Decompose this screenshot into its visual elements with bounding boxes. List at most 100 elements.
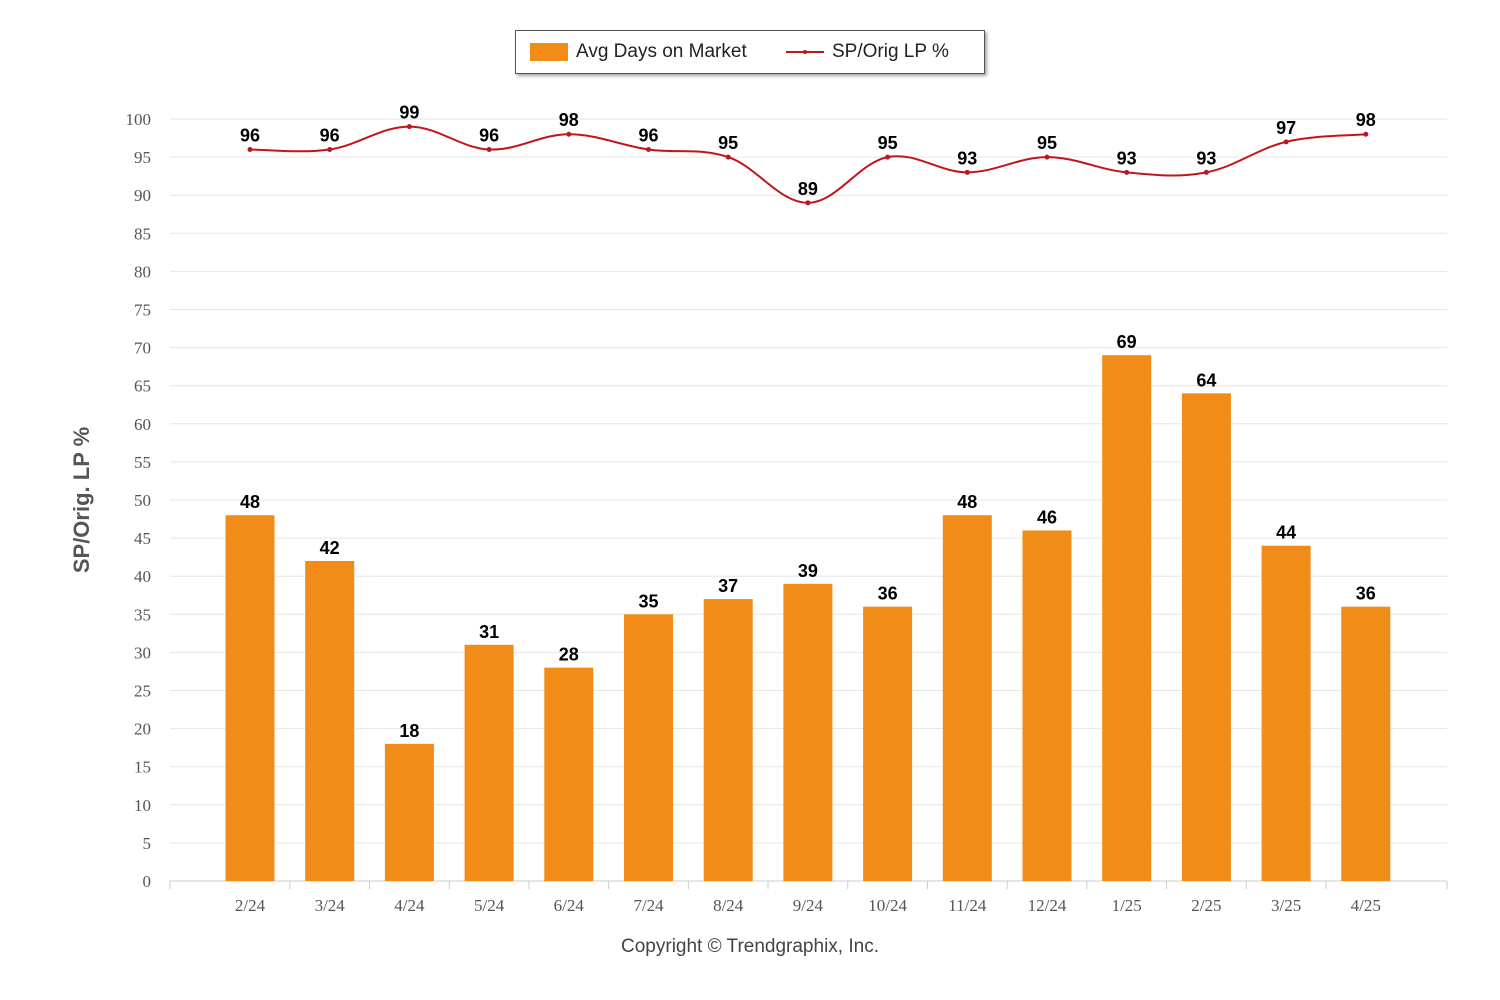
bar-value-label: 37	[718, 576, 738, 596]
bar	[1102, 355, 1152, 882]
legend-item-sp-orig-lp[interactable]: SP/Orig LP %	[786, 31, 949, 73]
x-tick-label: 2/25	[1191, 896, 1221, 915]
line-point	[725, 154, 731, 160]
line-value-label: 98	[1356, 110, 1376, 130]
bar-value-label: 31	[479, 622, 499, 642]
line-point	[964, 169, 970, 175]
line-point	[1044, 154, 1050, 160]
y-tick-label: 55	[134, 453, 151, 472]
y-tick-label: 15	[134, 758, 151, 777]
y-tick-label: 80	[134, 262, 151, 281]
line-value-label: 96	[638, 125, 658, 145]
x-tick-label: 8/24	[713, 896, 744, 915]
x-tick-label: 11/24	[948, 896, 987, 915]
bar-value-label: 64	[1196, 370, 1216, 390]
bar-value-label: 42	[320, 538, 340, 558]
bar-value-label: 46	[1037, 507, 1057, 527]
y-tick-label: 30	[134, 643, 151, 662]
line-point	[247, 146, 253, 152]
bar	[1341, 606, 1391, 881]
y-tick-label: 75	[134, 301, 151, 320]
legend-swatch-line	[786, 47, 824, 57]
bar	[464, 644, 514, 881]
line-point	[1203, 169, 1209, 175]
bar-value-label: 28	[559, 645, 579, 665]
bar	[384, 743, 434, 881]
line-value-label: 93	[1196, 148, 1216, 168]
line-value-label: 96	[479, 125, 499, 145]
line-point	[1283, 139, 1289, 145]
x-tick-label: 12/24	[1028, 896, 1067, 915]
line-point	[1363, 131, 1369, 137]
y-tick-label: 40	[134, 567, 151, 586]
y-tick-label: 70	[134, 339, 151, 358]
y-tick-label: 65	[134, 377, 151, 396]
y-tick-label: 90	[134, 186, 151, 205]
line-point	[885, 154, 891, 160]
y-tick-label: 45	[134, 529, 151, 548]
y-tick-label: 100	[126, 110, 152, 129]
line-value-label: 99	[399, 103, 419, 123]
line-point	[486, 146, 492, 152]
y-tick-label: 35	[134, 605, 151, 624]
line-point	[805, 200, 811, 206]
line-value-label: 96	[320, 125, 340, 145]
bar	[863, 606, 913, 881]
y-tick-label: 95	[134, 148, 151, 167]
line-series	[247, 124, 1369, 206]
line-point	[406, 124, 412, 130]
y-tick-label: 10	[134, 796, 151, 815]
bar	[544, 667, 594, 881]
x-tick-label: 10/24	[868, 896, 907, 915]
line-value-label: 93	[1117, 148, 1137, 168]
bar-value-label: 39	[798, 561, 818, 581]
copyright-text: Copyright © Trendgraphix, Inc.	[621, 936, 879, 957]
bar	[305, 560, 355, 881]
legend-swatch-bar	[530, 43, 568, 61]
x-tick-label: 9/24	[793, 896, 824, 915]
y-tick-label: 50	[134, 491, 151, 510]
bar-value-label: 36	[1356, 584, 1376, 604]
line-value-label: 93	[957, 148, 977, 168]
y-tick-label: 20	[134, 720, 151, 739]
line-value-label: 96	[240, 125, 260, 145]
legend-label-avg-days: Avg Days on Market	[576, 41, 747, 62]
bar	[1022, 530, 1072, 881]
legend-label-sp-orig-lp: SP/Orig LP %	[832, 41, 949, 62]
bar	[1261, 545, 1311, 881]
x-tick-label: 2/24	[235, 896, 266, 915]
x-tick-label: 5/24	[474, 896, 505, 915]
line-value-label: 95	[1037, 133, 1057, 153]
bar-value-label: 44	[1276, 523, 1296, 543]
y-tick-label: 85	[134, 224, 151, 243]
line-value-label: 95	[718, 133, 738, 153]
y-tick-label: 25	[134, 682, 151, 701]
bar-value-label: 35	[638, 591, 658, 611]
x-tick-label: 4/25	[1351, 896, 1381, 915]
bar-value-label: 36	[878, 584, 898, 604]
y-tick-label: 5	[143, 834, 152, 853]
bar	[703, 599, 753, 881]
line-point	[1124, 169, 1130, 175]
bar-value-label: 18	[399, 721, 419, 741]
bar	[1181, 393, 1231, 881]
line-value-label: 95	[878, 133, 898, 153]
bar-series	[225, 355, 1391, 882]
bar-value-label: 69	[1117, 332, 1137, 352]
x-tick-label: 7/24	[633, 896, 664, 915]
y-axis-title: SP/Orig. LP %	[69, 426, 94, 574]
line-point	[327, 146, 333, 152]
x-tick-label: 1/25	[1112, 896, 1142, 915]
bar	[225, 515, 275, 881]
legend-item-avg-days[interactable]: Avg Days on Market	[530, 31, 747, 73]
x-tick-label: 3/25	[1271, 896, 1301, 915]
grid-lines	[170, 118, 1447, 844]
y-tick-label: 60	[134, 415, 151, 434]
bar-value-label: 48	[240, 492, 260, 512]
line-point	[566, 131, 572, 137]
line-value-label: 97	[1276, 118, 1296, 138]
y-axis: 0 5 10 15 20 25 30 35 40 45 50 55 60 65 70 75 80 85 90 95 10…	[126, 110, 152, 891]
x-tick-label: 6/24	[554, 896, 585, 915]
bar	[783, 583, 833, 881]
